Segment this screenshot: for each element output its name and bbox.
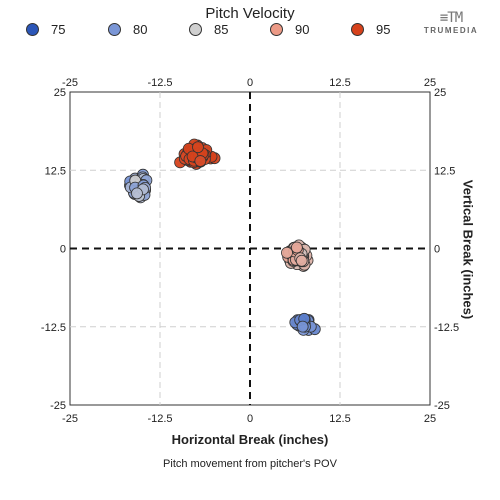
legend-label-85: 85 (214, 22, 229, 37)
x-tick-label-bottom: -12.5 (147, 413, 172, 425)
x-tick-label-bottom: 0 (247, 413, 253, 425)
y-tick-label-left: 0 (60, 244, 66, 256)
y-tick-label-right: 12.5 (434, 165, 455, 177)
x-tick-label-bottom: -25 (62, 413, 78, 425)
legend-dot-80 (108, 23, 121, 36)
x-tick-label-top: -12.5 (147, 77, 172, 89)
x-tick-label-top: 25 (424, 77, 436, 89)
legend-dot-85 (189, 23, 202, 36)
x-tick-label-bottom: 12.5 (329, 413, 350, 425)
pitch-point (192, 141, 204, 154)
legend-dot-90 (270, 23, 283, 36)
legend-dot-95 (351, 23, 364, 36)
y-tick-label-right: 0 (434, 244, 440, 256)
x-axis-label: Horizontal Break (inches) (171, 432, 329, 447)
legend-label-75: 75 (51, 22, 66, 37)
y-axis-label: Vertical Break (inches) (460, 179, 476, 320)
y-tick-label-left: 12.5 (45, 165, 66, 177)
legend-label-95: 95 (376, 22, 391, 37)
x-tick-label-top: 0 (247, 77, 253, 89)
legend-label-80: 80 (133, 22, 148, 37)
y-tick-label-right: -12.5 (434, 322, 459, 334)
y-tick-label-left: -25 (50, 400, 66, 412)
pitch-point (290, 241, 303, 254)
pitch-point (296, 320, 309, 333)
x-tick-label-top: -25 (62, 77, 78, 89)
pitch-point (281, 246, 293, 259)
logo-text: TRUMEDIA (423, 26, 479, 35)
legend-label-90: 90 (295, 22, 310, 37)
legend-item-80: 80 (108, 22, 147, 37)
pitch-point (131, 187, 143, 200)
x-tick-label-bottom: 25 (424, 413, 436, 425)
y-tick-label-right: -25 (434, 400, 450, 412)
legend: 75 80 85 90 95 (0, 22, 500, 40)
y-tick-label-left: 25 (54, 87, 66, 99)
legend-item-75: 75 (26, 22, 65, 37)
chart-caption: Pitch movement from pitcher's POV (163, 458, 337, 470)
legend-dot-75 (26, 23, 39, 36)
legend-item-95: 95 (351, 22, 390, 37)
legend-title: Pitch Velocity (205, 5, 295, 22)
pitch-point (295, 254, 308, 267)
logo-mark-icon: ≡TM (439, 10, 463, 26)
legend-item-90: 90 (270, 22, 309, 37)
legend-item-85: 85 (189, 22, 228, 37)
y-tick-label-left: -12.5 (41, 322, 66, 334)
pitch-point (194, 155, 207, 167)
trumedia-logo: ≡TM TRUMEDIA (420, 10, 482, 35)
y-tick-label-right: 25 (434, 87, 446, 99)
x-tick-label-top: 12.5 (329, 77, 350, 89)
